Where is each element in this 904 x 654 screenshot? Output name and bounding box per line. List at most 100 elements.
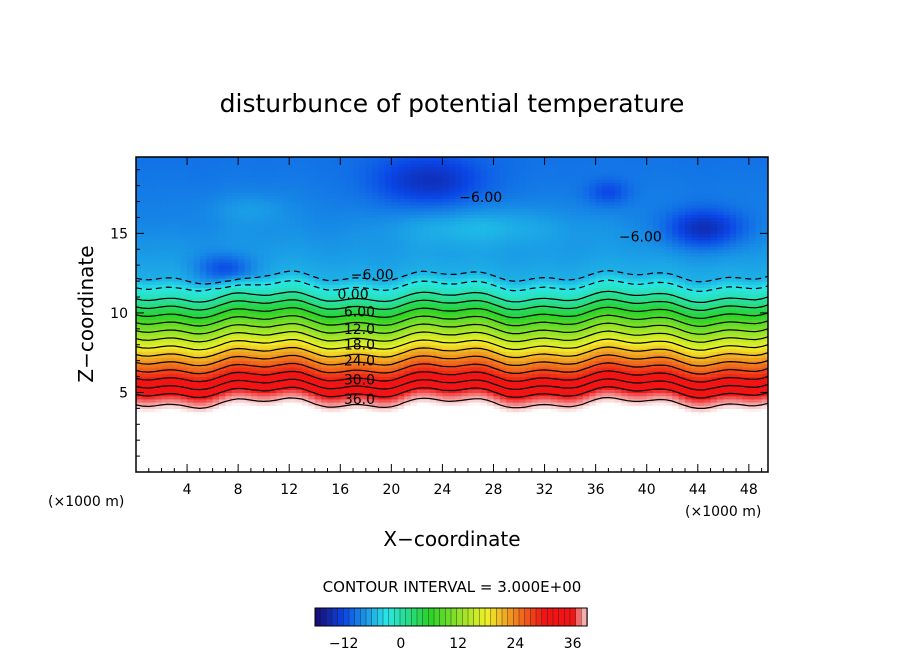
field-cell (761, 332, 768, 336)
field-cell (576, 382, 584, 387)
field-cell (614, 376, 622, 381)
field-cell (506, 417, 514, 422)
field-cell (206, 363, 214, 368)
field-cell (493, 456, 501, 460)
field-cell (359, 319, 367, 324)
field-cell (633, 421, 641, 425)
field-cell (206, 456, 214, 460)
field-cell (282, 373, 290, 378)
field-cell (531, 386, 539, 390)
field-cell (136, 427, 143, 432)
field-cell (614, 402, 622, 406)
field-cell (563, 319, 571, 324)
field-cell (736, 319, 744, 324)
field-cell (582, 360, 590, 365)
field-cell (544, 465, 552, 470)
field-cell (206, 379, 214, 384)
field-cell (678, 430, 686, 435)
field-cell (231, 446, 239, 451)
field-cell (525, 341, 533, 346)
field-cell (308, 367, 316, 371)
field-cell (710, 344, 718, 349)
field-cell (748, 417, 756, 422)
field-cell (742, 433, 750, 438)
field-cell (467, 417, 475, 422)
field-cell (697, 433, 705, 438)
field-cell (716, 437, 724, 441)
field-cell (225, 465, 233, 470)
field-cell (174, 341, 182, 346)
field-cell (212, 440, 220, 444)
field-cell (442, 459, 450, 464)
field-cell (550, 468, 558, 472)
field-cell (455, 341, 463, 346)
field-cell (218, 351, 226, 355)
field-cell (742, 347, 750, 352)
field-cell (716, 421, 724, 425)
field-cell (525, 335, 533, 339)
field-cell (263, 360, 271, 365)
field-cell (193, 338, 201, 343)
field-cell (321, 367, 329, 371)
field-cell (218, 360, 226, 365)
field-cell (493, 408, 501, 413)
field-cell (602, 347, 610, 352)
field-cell (212, 449, 220, 454)
field-cell (372, 430, 380, 435)
field-cell (180, 462, 188, 467)
field-cell (710, 389, 718, 394)
field-cell (193, 322, 201, 327)
field-cell (736, 408, 744, 413)
field-cell (397, 332, 405, 336)
field-cell (646, 421, 654, 425)
field-cell (614, 373, 622, 378)
field-cell (697, 335, 705, 339)
field-cell (429, 465, 437, 470)
field-cell (327, 465, 335, 470)
field-cell (231, 309, 239, 314)
field-cell (544, 357, 552, 362)
field-cell (627, 427, 635, 432)
field-cell (327, 335, 335, 339)
field-cell (685, 452, 692, 457)
field-cell (423, 341, 431, 346)
field-cell (602, 449, 610, 454)
field-cell (742, 373, 750, 378)
field-cell (461, 411, 469, 416)
field-cell (148, 316, 156, 320)
field-cell (672, 408, 680, 413)
field-cell (142, 312, 150, 317)
field-cell (627, 376, 635, 381)
field-cell (410, 424, 418, 429)
field-cell (353, 386, 361, 390)
field-cell (136, 437, 143, 441)
field-cell (384, 433, 392, 438)
field-cell (519, 421, 527, 425)
field-cell (404, 408, 412, 413)
field-cell (187, 357, 195, 362)
field-cell (633, 443, 641, 448)
field-cell (206, 414, 214, 419)
field-cell (301, 427, 309, 432)
field-cell (736, 354, 744, 359)
field-cell (512, 456, 520, 460)
field-cell (467, 395, 475, 400)
field-cell (455, 373, 463, 378)
field-cell (384, 440, 392, 444)
field-cell (353, 430, 361, 435)
field-cell (353, 332, 361, 336)
field-cell (653, 392, 661, 397)
field-cell (640, 325, 648, 330)
field-cell (493, 354, 501, 359)
field-cell (633, 437, 641, 441)
field-cell (238, 367, 246, 371)
field-cell (436, 414, 444, 419)
field-cell (187, 465, 195, 470)
field-cell (199, 351, 207, 355)
field-cell (550, 408, 558, 413)
field-cell (461, 443, 469, 448)
field-cell (570, 395, 578, 400)
field-cell (148, 421, 156, 425)
field-cell (410, 322, 418, 327)
field-cell (640, 335, 648, 339)
